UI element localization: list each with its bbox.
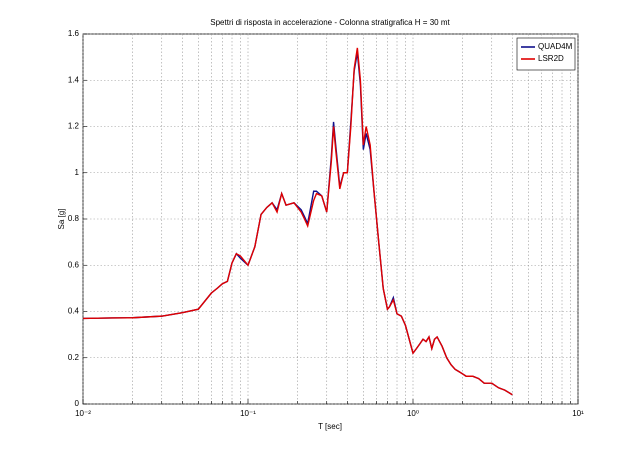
y-tick-label: 0.4	[68, 307, 80, 316]
x-tick-label: 10⁻¹	[240, 409, 256, 418]
plot-area	[82, 33, 579, 405]
x-axis-label: T [sec]	[318, 422, 342, 431]
y-tick-label: 0.6	[68, 260, 80, 269]
x-tick-label: 10⁻²	[75, 409, 91, 418]
y-tick-label: 1.6	[68, 29, 80, 38]
y-tick-label: 1	[75, 168, 80, 177]
legend-label: LSR2D	[538, 54, 564, 63]
y-tick-label: 1.4	[68, 75, 80, 84]
chart-title: Spettri di risposta in accelerazione - C…	[210, 18, 450, 27]
legend-label: QUAD4M	[538, 42, 573, 51]
x-tick-label: 10¹	[572, 409, 584, 418]
series-line	[82, 47, 513, 396]
x-tick-label: 10⁰	[407, 409, 419, 418]
legend-box	[516, 37, 576, 71]
y-axis-label: Sa [g]	[57, 209, 66, 230]
y-tick-label: 1.2	[68, 122, 80, 131]
y-tick-label: 0.2	[68, 353, 80, 362]
y-tick-label: 0.8	[68, 214, 80, 223]
y-tick-label: 0	[75, 399, 80, 408]
